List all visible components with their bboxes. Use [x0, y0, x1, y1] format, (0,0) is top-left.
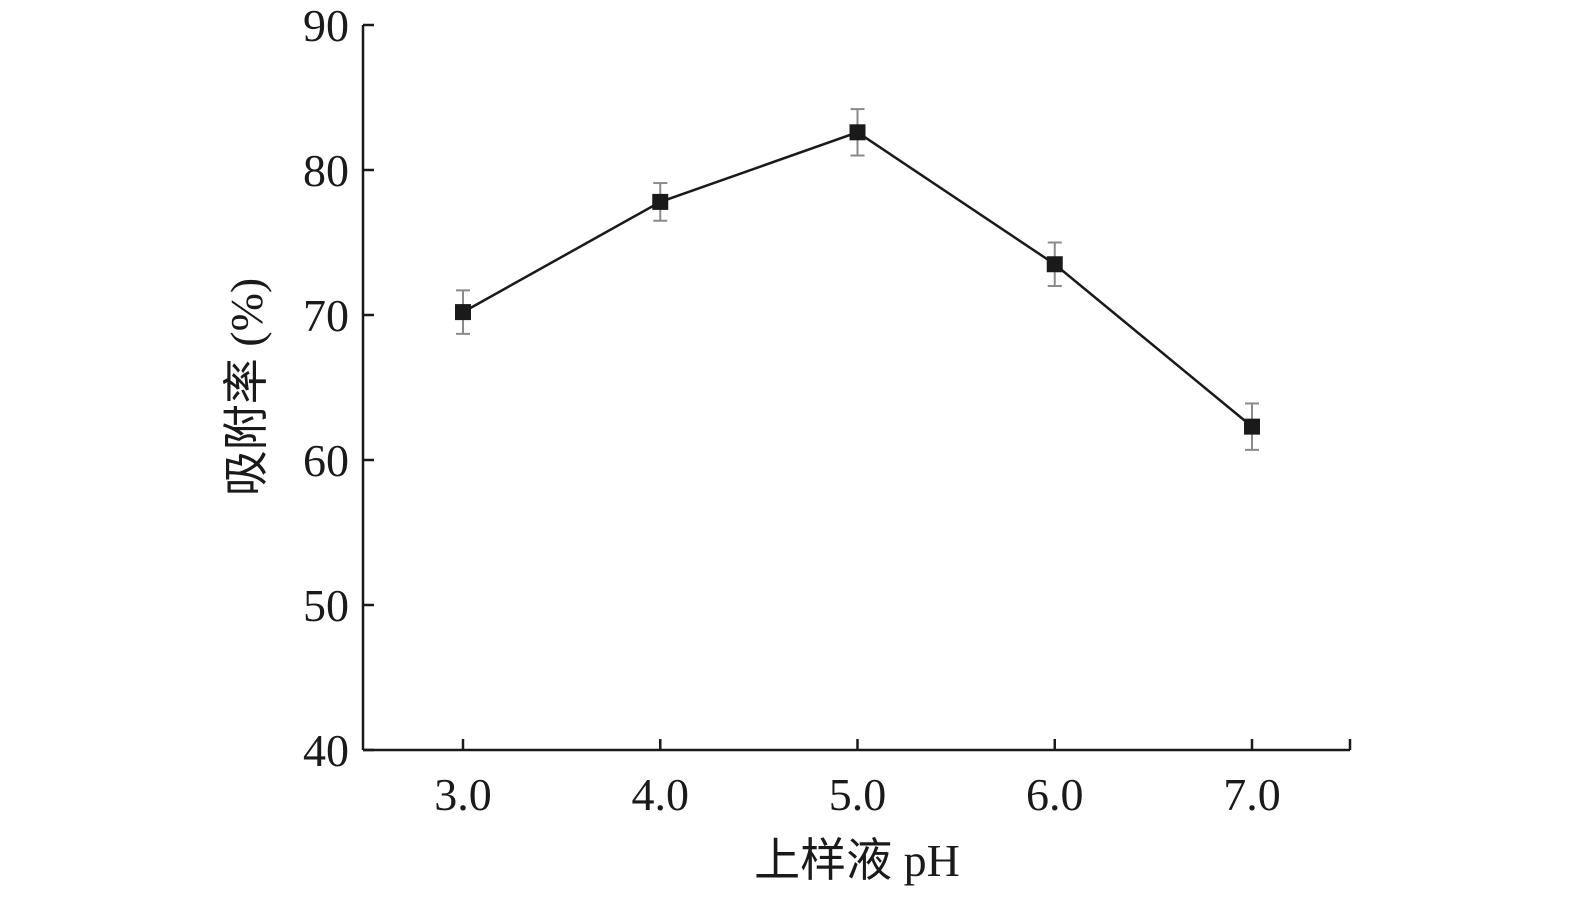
y-axis-ticks: 40 50 60 70 80 90	[303, 0, 374, 776]
x-tick-label: 6.0	[1026, 769, 1084, 820]
y-tick-label: 80	[303, 145, 349, 196]
x-tick-label: 7.0	[1223, 769, 1281, 820]
data-markers	[455, 124, 1260, 435]
error-bars	[456, 108, 1259, 451]
x-axis-ticks: 3.0 4.0 5.0 6.0 7.0	[434, 739, 1281, 820]
x-tick-label: 5.0	[829, 769, 887, 820]
y-tick-label: 50	[303, 580, 349, 631]
data-series	[462, 130, 1253, 428]
y-tick-label: 60	[303, 435, 349, 486]
data-point	[1046, 256, 1063, 273]
y-axis-title: 吸附率 (%)	[221, 278, 272, 496]
y-tick-label: 90	[303, 0, 349, 51]
y-tick-label: 70	[303, 290, 349, 341]
data-point	[1244, 418, 1260, 435]
x-tick-label: 3.0	[434, 769, 492, 820]
data-point	[455, 304, 471, 321]
series-line	[462, 130, 1253, 428]
data-point	[652, 193, 669, 210]
x-tick-label: 4.0	[632, 769, 690, 820]
data-point	[849, 124, 866, 141]
y-tick-label: 40	[303, 725, 349, 776]
x-axis-title: 上样液 pH	[754, 835, 960, 886]
